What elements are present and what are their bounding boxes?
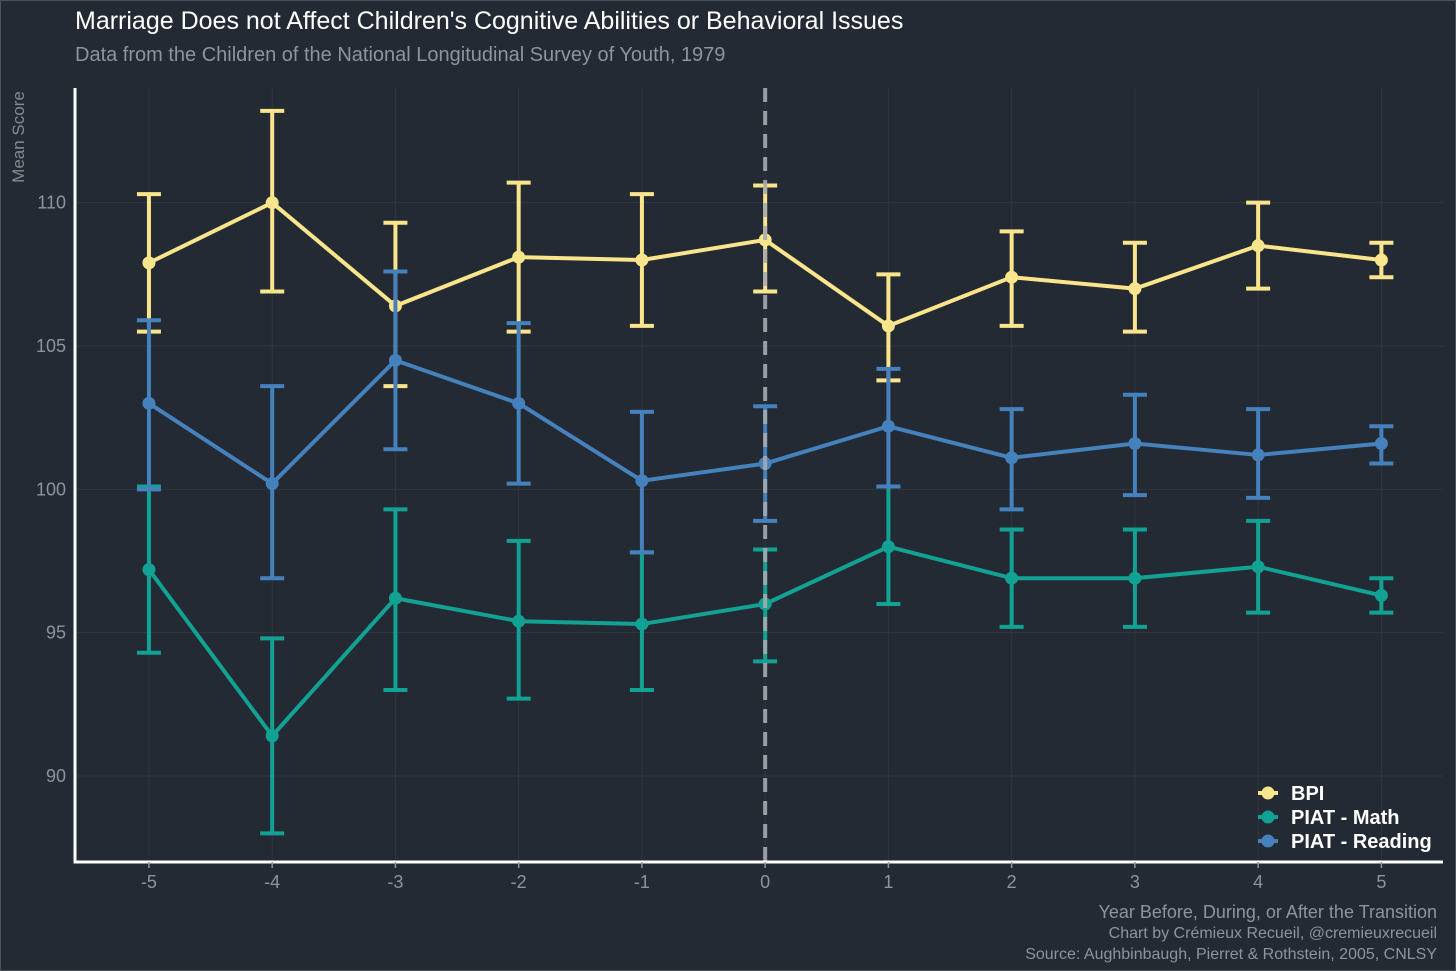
x-tick-label: -2 bbox=[511, 872, 527, 892]
x-tick-label: 4 bbox=[1253, 872, 1263, 892]
data-point bbox=[881, 319, 895, 333]
chart-title: Marriage Does not Affect Children's Cogn… bbox=[75, 7, 903, 35]
data-point bbox=[1005, 270, 1019, 284]
data-point bbox=[1374, 436, 1388, 450]
y-tick-label: 95 bbox=[46, 623, 66, 643]
data-point bbox=[265, 196, 279, 210]
x-tick-label: 0 bbox=[760, 872, 770, 892]
x-tick-label: -5 bbox=[141, 872, 157, 892]
data-point bbox=[388, 353, 402, 367]
chart-subtitle: Data from the Children of the National L… bbox=[75, 44, 725, 66]
data-point bbox=[142, 396, 156, 410]
caption-source: Source: Aughbinbaugh, Pierret & Rothstei… bbox=[1025, 946, 1437, 963]
x-tick-label: 5 bbox=[1376, 872, 1386, 892]
data-point bbox=[881, 419, 895, 433]
data-point bbox=[1251, 448, 1265, 462]
data-point bbox=[1128, 571, 1142, 585]
x-tick-label: 3 bbox=[1130, 872, 1140, 892]
data-point bbox=[142, 256, 156, 270]
data-point bbox=[512, 250, 526, 264]
x-tick-label: 2 bbox=[1007, 872, 1017, 892]
legend-label: BPI bbox=[1291, 783, 1324, 805]
data-point bbox=[265, 477, 279, 491]
y-tick-label: 90 bbox=[46, 766, 66, 786]
data-point bbox=[142, 563, 156, 577]
y-tick-label: 100 bbox=[36, 479, 66, 499]
y-tick-label: 110 bbox=[37, 193, 66, 213]
y-axis-label: Mean Score bbox=[9, 91, 28, 183]
data-point bbox=[635, 617, 649, 631]
data-point bbox=[635, 253, 649, 267]
data-point bbox=[881, 540, 895, 554]
data-point bbox=[1005, 571, 1019, 585]
legend-label: PIAT - Reading bbox=[1291, 831, 1432, 853]
data-point bbox=[1128, 436, 1142, 450]
data-point bbox=[1128, 282, 1142, 296]
x-tick-label: 1 bbox=[883, 872, 893, 892]
legend-key-point bbox=[1261, 786, 1275, 800]
data-point bbox=[1374, 253, 1388, 267]
axes: -5 -4 -3 -2 -1 0 1 2 3 4 5 90 95 100 105 110 bbox=[36, 88, 1443, 892]
caption-credit: Chart by Crémieux Recueil, @cremieuxrecu… bbox=[1109, 925, 1437, 942]
legend-key-point bbox=[1261, 810, 1275, 824]
data-point bbox=[635, 474, 649, 488]
data-point bbox=[1374, 588, 1388, 602]
x-tick-label: -1 bbox=[634, 872, 650, 892]
data-point bbox=[512, 396, 526, 410]
x-tick-label: -3 bbox=[387, 872, 403, 892]
x-tick-label: -4 bbox=[264, 872, 280, 892]
legend-label: PIAT - Math bbox=[1291, 807, 1400, 829]
data-point bbox=[388, 591, 402, 605]
data-point bbox=[512, 614, 526, 628]
data-point bbox=[1005, 451, 1019, 465]
x-axis-label: Year Before, During, or After the Transi… bbox=[1098, 902, 1437, 922]
data-point bbox=[1251, 239, 1265, 253]
data-point bbox=[265, 729, 279, 743]
data-point bbox=[1251, 560, 1265, 574]
y-tick-label: 105 bbox=[36, 336, 66, 356]
legend-key-point bbox=[1261, 834, 1275, 848]
